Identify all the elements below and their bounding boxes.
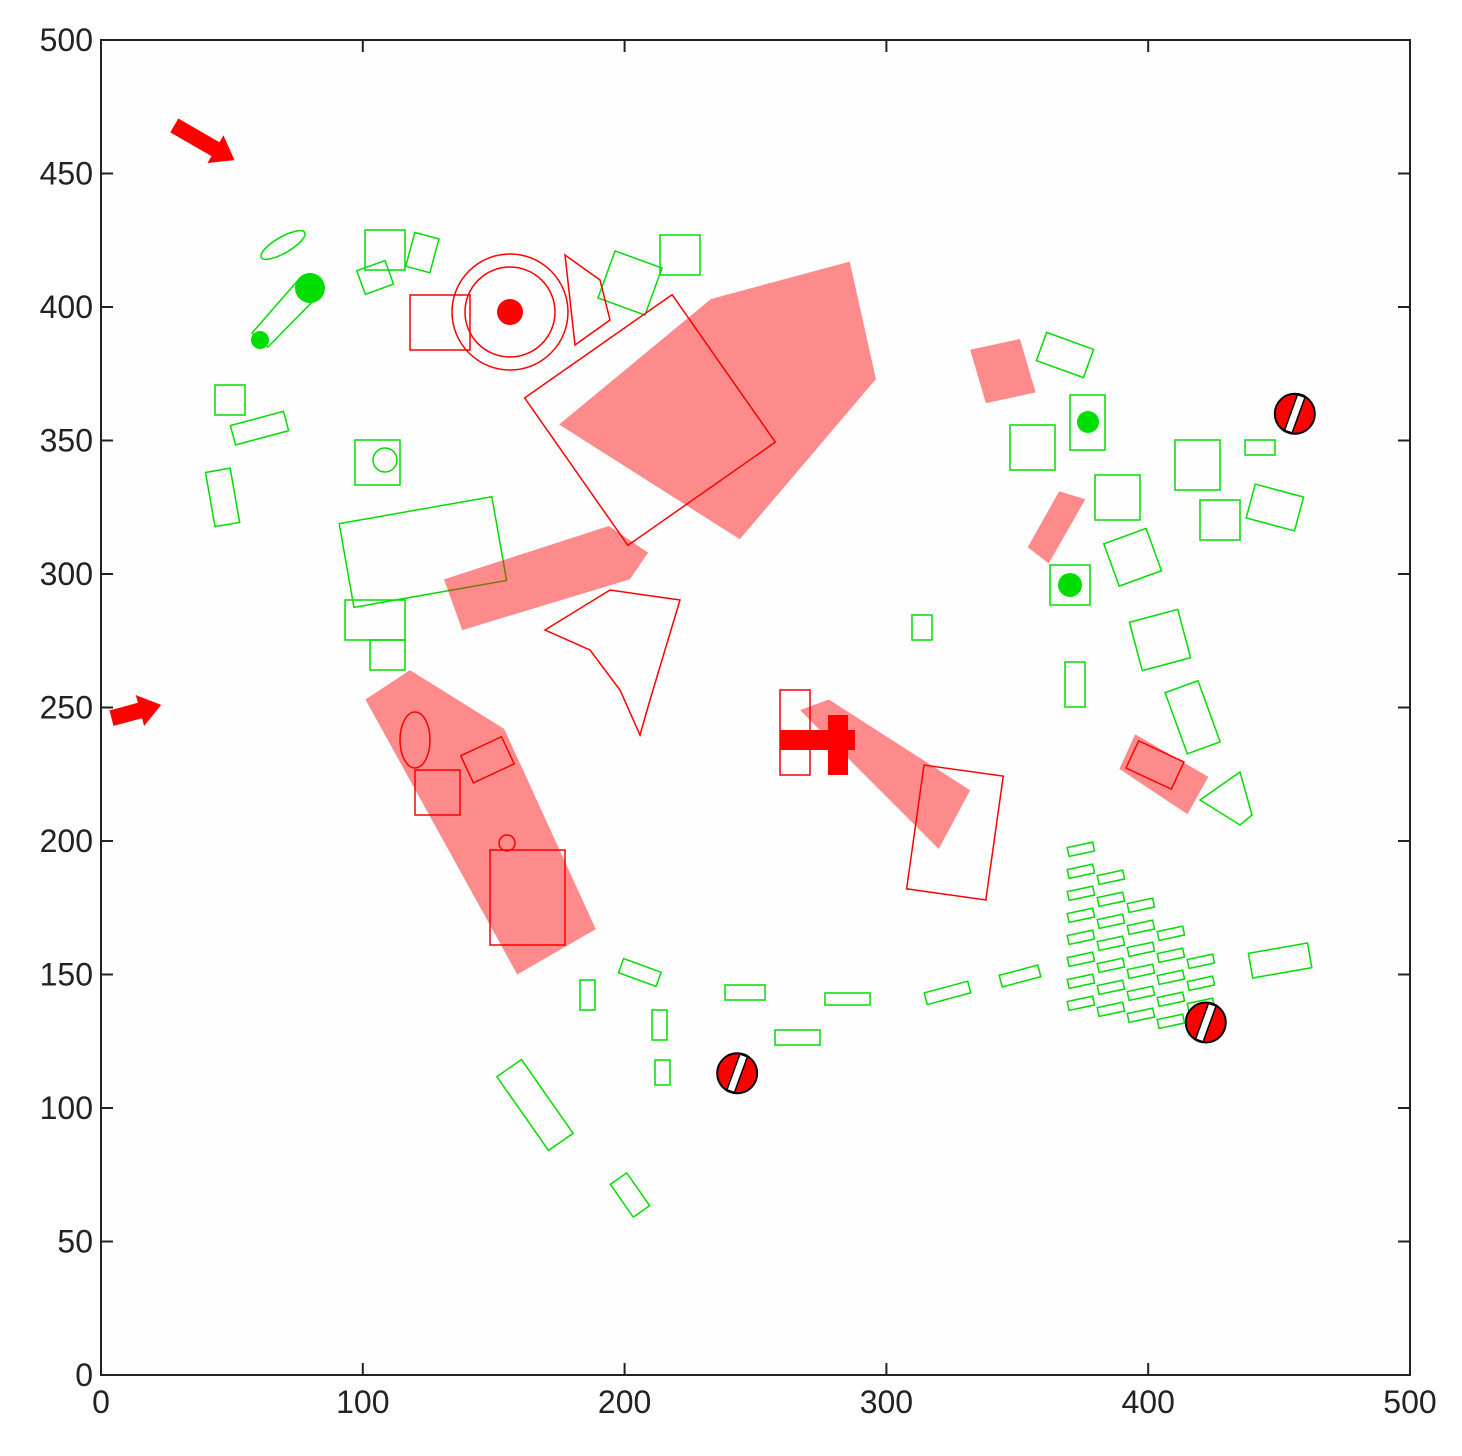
y-tick-label: 500 <box>40 22 93 58</box>
parking-lots <box>1066 841 1216 1036</box>
structures <box>399 253 1185 946</box>
sign-bar <box>1283 393 1307 434</box>
parking-slot <box>1156 1013 1186 1030</box>
no-entry-sign <box>1273 392 1316 435</box>
x-tick-label: 200 <box>598 1384 651 1420</box>
sign-bar <box>725 1053 749 1094</box>
parking-slot <box>1066 841 1096 858</box>
parking-slot <box>1126 963 1156 980</box>
y-tick-label: 300 <box>40 556 93 592</box>
y-tick-label: 50 <box>57 1224 93 1260</box>
y-tick-label: 100 <box>40 1090 93 1126</box>
restricted-region <box>443 525 649 631</box>
parking-slot <box>1066 907 1096 924</box>
y-tick-label: 250 <box>40 690 93 726</box>
parking-slot <box>1066 951 1096 968</box>
x-tick-label: 500 <box>1383 1384 1436 1420</box>
parking-slot <box>1156 925 1186 942</box>
entry-arrow <box>170 118 235 164</box>
restricted-region <box>365 670 596 975</box>
y-tick-label: 400 <box>40 289 93 325</box>
y-tick-label: 200 <box>40 823 93 859</box>
y-tick-label: 0 <box>75 1357 93 1393</box>
parking-slot <box>1066 973 1096 990</box>
parking-slot <box>1126 941 1156 958</box>
no-entry-sign <box>1184 1001 1227 1044</box>
x-tick-label: 0 <box>92 1384 110 1420</box>
parking-slot <box>1156 947 1186 964</box>
restricted-region <box>1027 491 1086 564</box>
sign-bar <box>1194 1002 1218 1043</box>
parking-slot <box>1096 913 1126 930</box>
parking-slot <box>1066 929 1096 946</box>
entry-arrow <box>109 695 162 726</box>
restricted-region <box>559 261 876 540</box>
restricted-regions <box>365 261 1209 975</box>
parking-slot <box>1126 897 1156 914</box>
markers <box>109 118 1316 1095</box>
restricted-region <box>800 699 971 850</box>
x-tick-label: 100 <box>336 1384 389 1420</box>
y-tick-label: 150 <box>40 957 93 993</box>
axes: 0 100 200 300 400 500 0 50 100 150 200 250 300 350 400… <box>40 22 1437 1420</box>
parking-slot <box>1096 869 1126 886</box>
parking-slot <box>1156 969 1186 986</box>
y-tick-label: 350 <box>40 423 93 459</box>
parking-slot <box>1156 991 1186 1008</box>
parking-slot <box>1126 1007 1156 1024</box>
x-tick-label: 400 <box>1122 1384 1175 1420</box>
parking-slot <box>1186 953 1216 970</box>
restricted-region <box>1119 734 1209 815</box>
parking-slot <box>1096 891 1126 908</box>
plot-area <box>101 40 1410 1375</box>
parking-slot <box>1096 979 1126 996</box>
parking-slot <box>1096 957 1126 974</box>
parking-slot <box>1126 919 1156 936</box>
parking-slot <box>1126 985 1156 1002</box>
restricted-region <box>970 339 1036 404</box>
parking-slot <box>1066 995 1096 1012</box>
no-entry-sign <box>716 1052 759 1095</box>
parking-slot <box>1186 975 1216 992</box>
parking-slot <box>1096 1001 1126 1018</box>
x-tick-label: 300 <box>860 1384 913 1420</box>
y-tick-label: 450 <box>40 156 93 192</box>
parking-slot <box>1096 935 1126 952</box>
buildings <box>204 229 1313 1219</box>
parking-slot <box>1066 863 1096 880</box>
parking-slot <box>1066 885 1096 902</box>
